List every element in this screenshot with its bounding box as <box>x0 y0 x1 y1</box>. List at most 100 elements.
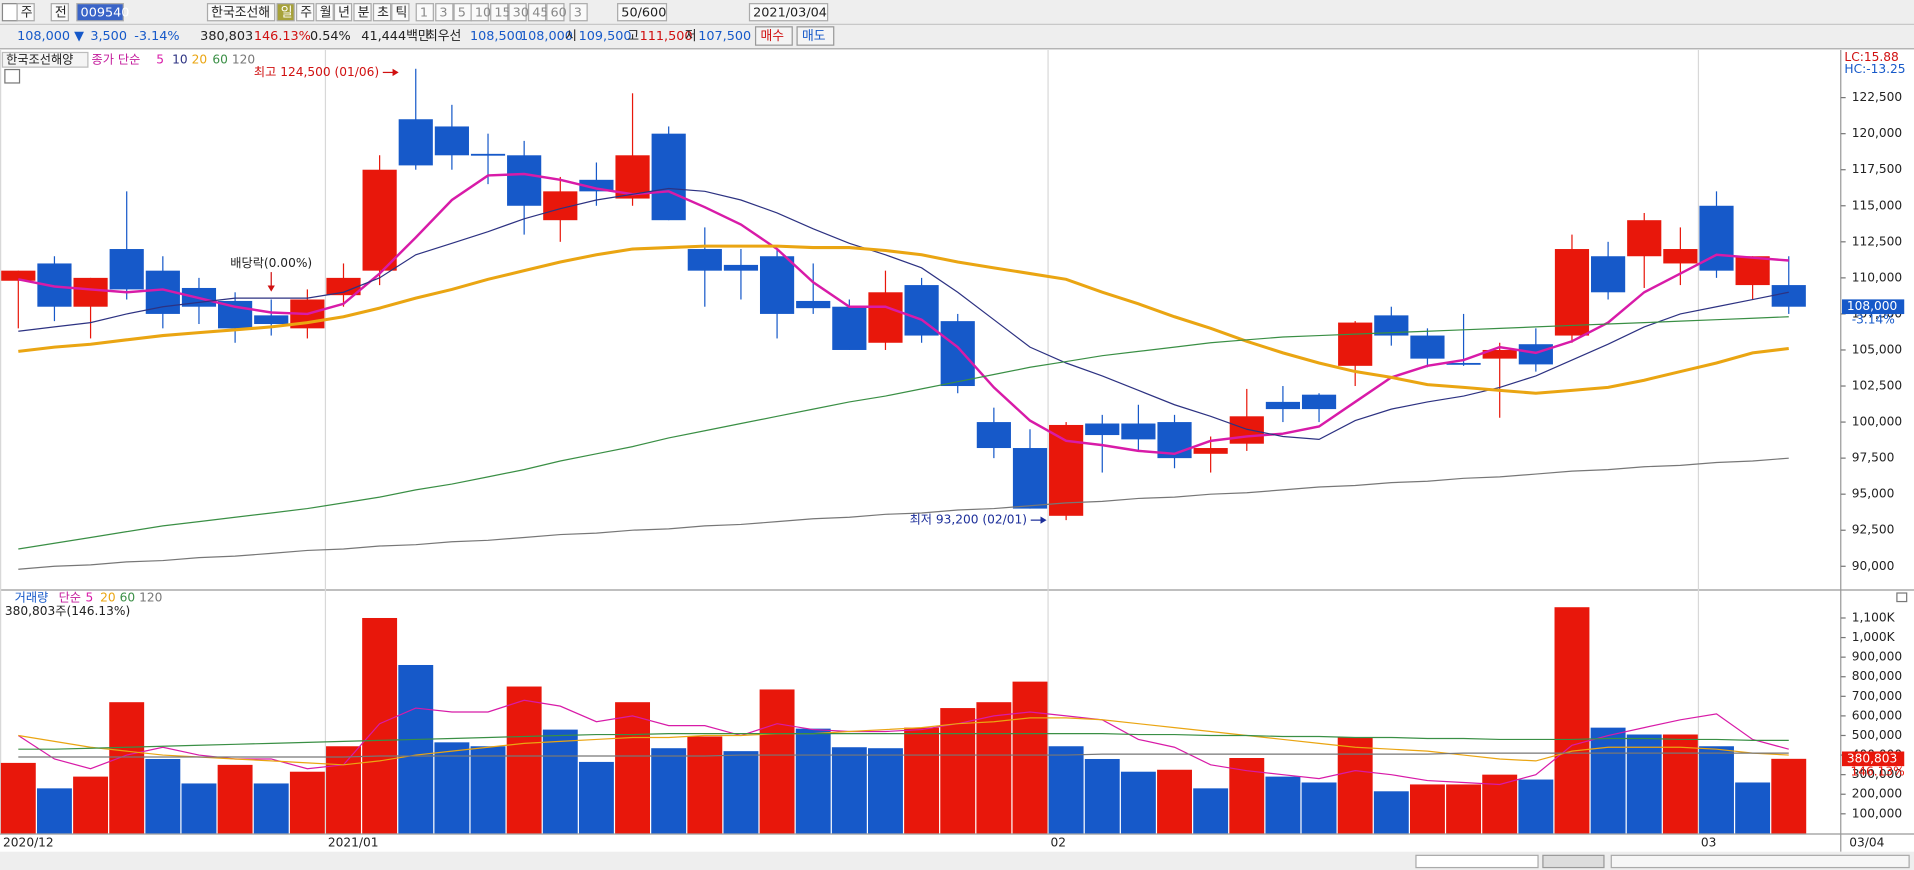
toolbar-button[interactable] <box>50 3 69 22</box>
legend-entry: 120 <box>232 52 255 66</box>
toolbar-button[interactable] <box>391 3 410 22</box>
order-button[interactable] <box>754 26 793 46</box>
quote-field: 107,500 <box>698 29 751 44</box>
candle-body <box>1482 349 1517 359</box>
panel-close[interactable] <box>1896 592 1908 603</box>
toolbar-button[interactable] <box>353 3 372 22</box>
volume-bar <box>362 617 398 834</box>
volume-bar <box>1193 788 1229 834</box>
scrollbar-track[interactable] <box>1415 854 1539 869</box>
candle-body <box>1193 448 1228 454</box>
candle-body <box>1 270 36 281</box>
toolbar-button[interactable] <box>415 3 434 22</box>
volume-legend-entry: 5 <box>85 590 93 604</box>
right-axis-background <box>1840 50 1914 834</box>
y-tick-label: 97,500 <box>1852 451 1895 465</box>
scroll-buttons[interactable] <box>1542 854 1605 869</box>
y-tick-label: 100,000 <box>1852 415 1902 429</box>
toolbar-button-label: 일 <box>281 5 293 20</box>
candle-body <box>434 126 469 156</box>
toolbar-button[interactable] <box>508 3 527 22</box>
legend-entry: 20 <box>192 52 208 66</box>
toolbar-button-label: 한국조선해 <box>211 5 270 20</box>
candle-body <box>1446 362 1481 365</box>
volume-legend-title: 거래량 <box>15 590 49 604</box>
toolbar-button-label: 45 <box>532 5 548 20</box>
volume-bar <box>1157 769 1192 834</box>
y-tick-label: 1,100K <box>1852 610 1896 624</box>
candle-body <box>1265 401 1301 410</box>
toolbar-button-label: 년 <box>338 5 350 20</box>
volume-bar <box>1048 746 1084 834</box>
toolbar-button-label: 분 <box>358 5 370 20</box>
toolbar-button[interactable] <box>546 3 565 22</box>
quote-field: 41,444백만 <box>361 29 430 44</box>
toolbar-button[interactable] <box>490 3 509 22</box>
volume-legend-entry: 20 <box>100 590 116 604</box>
candle-body <box>1591 256 1626 293</box>
candle-body <box>73 277 108 307</box>
volume-bar <box>542 729 578 834</box>
zoom-controls[interactable] <box>1610 854 1910 869</box>
volume-bar <box>398 664 434 834</box>
last-price-label: 108,000 <box>1847 299 1897 313</box>
order-button[interactable] <box>796 26 835 46</box>
toolbar-button[interactable] <box>372 3 392 22</box>
toolbar-button[interactable] <box>206 3 276 22</box>
candle-body <box>579 179 614 192</box>
last-price-box <box>1841 299 1905 315</box>
candle-body <box>1374 315 1409 336</box>
quote-field: 108,500 <box>470 29 523 44</box>
quote-field: 380,803 <box>200 29 253 44</box>
y-tick-label: 102,500 <box>1852 379 1902 393</box>
toolbar-button[interactable] <box>276 3 295 22</box>
candle-body <box>796 300 831 309</box>
volume-bar <box>1518 779 1554 834</box>
x-tick-label: 02 <box>1051 836 1067 850</box>
volume-bar <box>976 702 1012 834</box>
low-annotation: 최저 93,200 (02/01) <box>910 513 1027 527</box>
legend-entry: 60 <box>212 52 228 66</box>
toolbar-button[interactable] <box>569 3 588 22</box>
quote-field: 매도 <box>802 29 826 44</box>
candle-body <box>687 249 722 271</box>
candle-body <box>1121 423 1156 440</box>
candle-body <box>759 256 795 314</box>
volume-bar <box>1662 734 1698 834</box>
volume-bar <box>36 788 72 834</box>
moving-average-line <box>18 316 1789 550</box>
toolbar-button[interactable] <box>16 3 35 22</box>
toolbar-button[interactable] <box>76 3 124 22</box>
quote-field: 고 <box>627 29 639 44</box>
candle-body <box>976 422 1011 449</box>
toolbar-button[interactable] <box>617 3 668 22</box>
volume-info: 380,803주(146.13%) <box>5 604 130 618</box>
menu-icon[interactable] <box>1 3 18 22</box>
quote-field: 109,500 <box>579 29 632 44</box>
volume-bar <box>326 746 361 834</box>
volume-bar <box>795 728 831 834</box>
high-annotation: 최고 124,500 (01/06) <box>254 65 379 79</box>
toolbar-button-label: 5 <box>458 5 466 20</box>
toolbar-button[interactable] <box>315 3 334 22</box>
toolbar-button-label: 초 <box>377 5 389 20</box>
toolbar-button-label: 주 <box>300 5 312 20</box>
toolbar-button[interactable] <box>527 3 547 22</box>
dividend-arrow-head <box>267 285 275 292</box>
volume-legend-entry: 120 <box>139 590 162 604</box>
candle-body <box>1338 322 1373 366</box>
volume-bar <box>1626 734 1662 834</box>
toolbar-button[interactable] <box>470 3 489 22</box>
volume-bar <box>615 702 651 834</box>
y-tick-label: 90,000 <box>1852 559 1895 573</box>
toolbar-button[interactable] <box>333 3 353 22</box>
volume-bar <box>1373 791 1409 834</box>
toolbar-button[interactable] <box>435 3 454 22</box>
panel-icon[interactable] <box>4 68 21 84</box>
volume-bar <box>1735 782 1771 834</box>
toolbar-button[interactable] <box>748 3 829 22</box>
candle-body <box>940 321 975 387</box>
volume-bar <box>1409 784 1445 834</box>
toolbar-button[interactable] <box>296 3 315 22</box>
